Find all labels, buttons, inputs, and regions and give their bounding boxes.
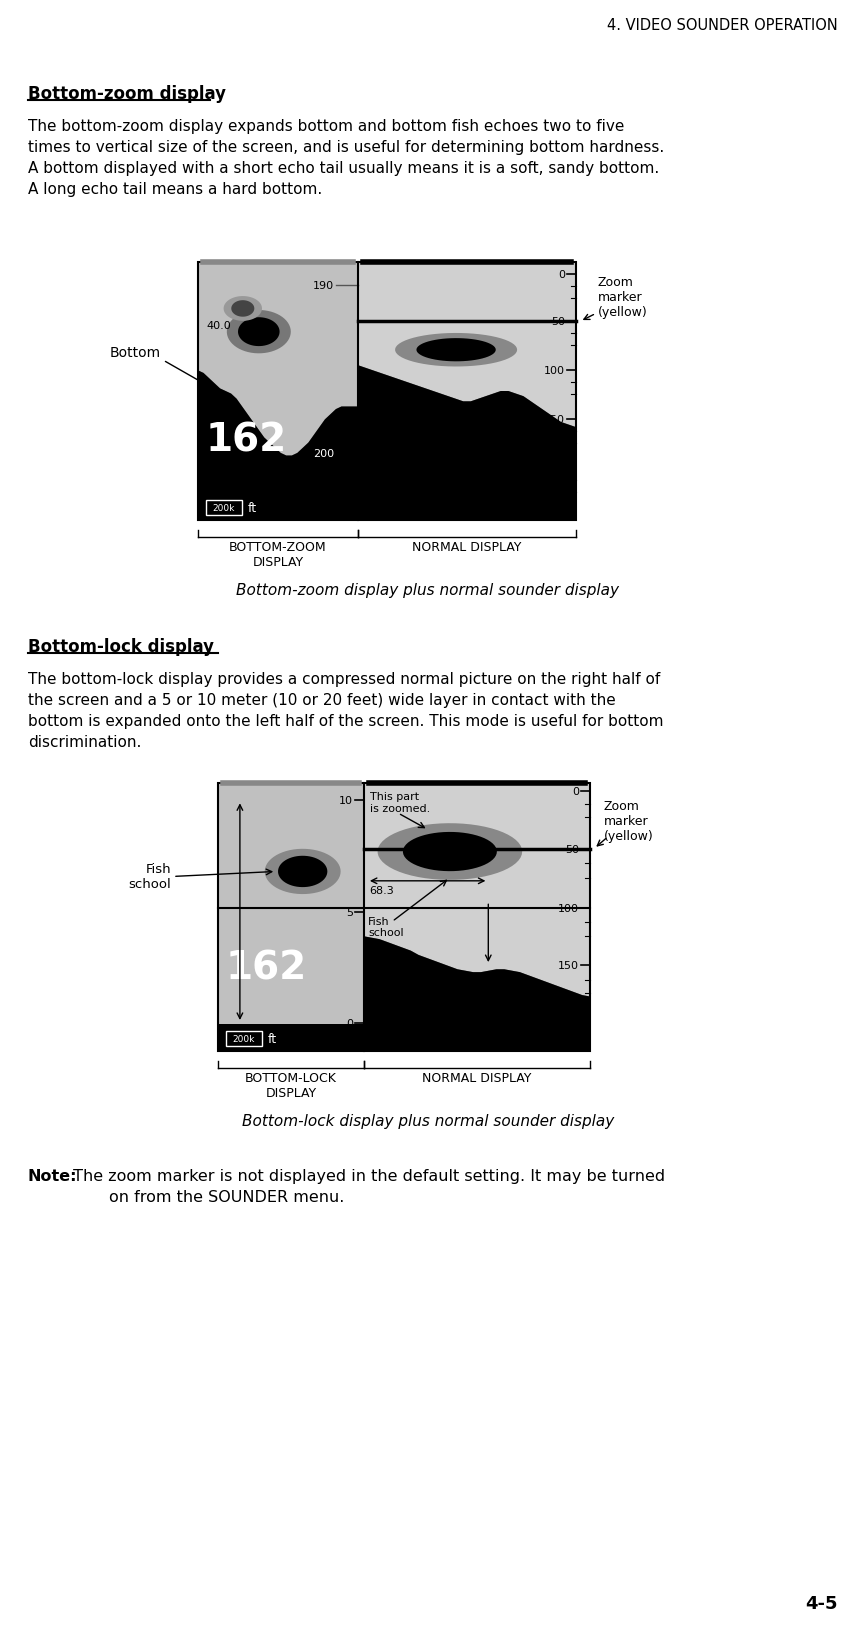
Text: Bottom-zoom display plus normal sounder display: Bottom-zoom display plus normal sounder … [236, 583, 620, 597]
Text: Bottom: Bottom [110, 346, 161, 361]
Text: Note:: Note: [28, 1169, 78, 1183]
Polygon shape [364, 937, 590, 1009]
Text: 200: 200 [544, 463, 565, 475]
Polygon shape [265, 849, 341, 894]
Text: times to vertical size of the screen, and is useful for determining bottom hardn: times to vertical size of the screen, an… [28, 140, 664, 155]
Polygon shape [227, 310, 291, 354]
Polygon shape [238, 318, 280, 348]
Bar [206, 501, 242, 516]
Text: BOTTOM-LOCK
DISPLAY: BOTTOM-LOCK DISPLAY [245, 1071, 337, 1100]
Text: 150: 150 [544, 415, 565, 424]
Bar [364, 783, 590, 1051]
Text: The bottom-lock display provides a compressed normal picture on the right half o: The bottom-lock display provides a compr… [28, 672, 660, 687]
Polygon shape [364, 937, 590, 1051]
Text: 0: 0 [346, 1018, 353, 1028]
Polygon shape [395, 335, 517, 367]
Text: Bottom-lock display plus normal sounder display: Bottom-lock display plus normal sounder … [242, 1113, 614, 1128]
Text: discrimination.: discrimination. [28, 734, 141, 749]
Polygon shape [198, 370, 358, 481]
Text: on from the SOUNDER menu.: on from the SOUNDER menu. [68, 1190, 344, 1204]
Text: 190: 190 [313, 281, 334, 290]
Bar [218, 783, 590, 1051]
Polygon shape [377, 824, 522, 880]
Text: 10: 10 [339, 796, 353, 806]
Text: NORMAL DISPLAY: NORMAL DISPLAY [413, 540, 521, 553]
Text: 50: 50 [565, 844, 579, 854]
Text: 0: 0 [572, 787, 579, 796]
Polygon shape [358, 366, 576, 446]
Text: ft: ft [248, 501, 257, 514]
Text: This part
is zoomed.: This part is zoomed. [370, 792, 431, 813]
Text: 200: 200 [313, 449, 334, 459]
Polygon shape [403, 832, 496, 871]
Text: Zoom
marker
(yellow): Zoom marker (yellow) [604, 800, 654, 842]
Bar [358, 263, 576, 521]
Text: bottom is expanded onto the left half of the screen. This mode is useful for bot: bottom is expanded onto the left half of… [28, 713, 663, 728]
Text: The bottom-zoom display expands bottom and bottom fish echoes two to five: The bottom-zoom display expands bottom a… [28, 119, 624, 134]
Polygon shape [358, 366, 576, 521]
Text: Fish
school: Fish school [128, 863, 171, 891]
Text: 4-5: 4-5 [805, 1594, 838, 1612]
Text: 100: 100 [544, 366, 565, 375]
Text: 5: 5 [346, 907, 353, 917]
Text: 200k: 200k [213, 504, 235, 512]
Text: 162: 162 [226, 950, 307, 987]
Polygon shape [223, 297, 262, 322]
Bar [198, 263, 576, 521]
Polygon shape [417, 339, 496, 362]
Text: The zoom marker is not displayed in the default setting. It may be turned: The zoom marker is not displayed in the … [68, 1169, 665, 1183]
Text: 0: 0 [558, 269, 565, 279]
Text: 100: 100 [558, 902, 579, 912]
Bar [198, 263, 358, 521]
Text: 250: 250 [544, 512, 565, 524]
Polygon shape [198, 370, 358, 521]
Polygon shape [218, 1025, 364, 1051]
Text: 150: 150 [558, 961, 579, 971]
Text: Fish
school: Fish school [368, 916, 404, 938]
Text: Zoom
marker
(yellow): Zoom marker (yellow) [598, 276, 648, 318]
Text: ft: ft [268, 1033, 277, 1046]
Text: 200k: 200k [233, 1035, 255, 1043]
Text: Bottom-lock display: Bottom-lock display [28, 638, 214, 656]
Text: NORMAL DISPLAY: NORMAL DISPLAY [422, 1071, 532, 1084]
Text: 68.3: 68.3 [369, 885, 394, 896]
Text: 4. VIDEO SOUNDER OPERATION: 4. VIDEO SOUNDER OPERATION [607, 18, 838, 33]
Bar [198, 263, 576, 521]
Text: 162: 162 [206, 421, 288, 459]
Text: 200: 200 [558, 1018, 579, 1028]
Text: Bottom-zoom display: Bottom-zoom display [28, 85, 226, 103]
Text: 50: 50 [551, 317, 565, 326]
Text: A bottom displayed with a short echo tail usually means it is a soft, sandy bott: A bottom displayed with a short echo tai… [28, 162, 659, 176]
Text: BOTTOM-ZOOM
DISPLAY: BOTTOM-ZOOM DISPLAY [229, 540, 327, 568]
Polygon shape [278, 857, 327, 888]
Text: A long echo tail means a hard bottom.: A long echo tail means a hard bottom. [28, 181, 322, 197]
Bar [226, 1031, 262, 1046]
Bar [218, 783, 364, 1051]
Polygon shape [231, 300, 254, 318]
Text: 40.0: 40.0 [206, 322, 231, 331]
Text: the screen and a 5 or 10 meter (10 or 20 feet) wide layer in contact with the: the screen and a 5 or 10 meter (10 or 20… [28, 692, 615, 708]
